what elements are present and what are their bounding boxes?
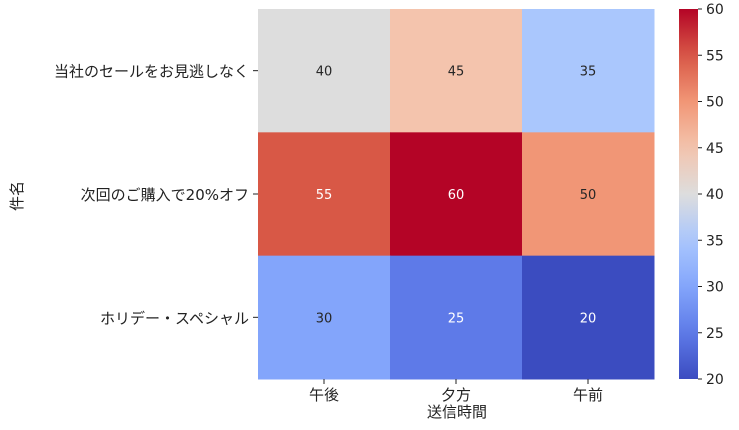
- x-axis-label: 送信時間: [427, 403, 487, 421]
- heatmap-cell: [522, 9, 655, 133]
- colorbar-tick-label: 55: [706, 48, 724, 64]
- x-tick-label: 午前: [573, 386, 603, 404]
- heatmap-cell: [390, 9, 523, 133]
- colorbar-tick-label: 60: [706, 2, 724, 18]
- colorbar-tick-label: 20: [706, 372, 724, 388]
- heatmap-cell: [258, 132, 391, 257]
- colorbar-tick-label: 40: [706, 187, 724, 203]
- cell-value-label: 55: [316, 188, 333, 203]
- heatmap-cell: [522, 255, 655, 380]
- heatmap-cell: [390, 255, 523, 380]
- cell-value-label: 50: [580, 188, 597, 203]
- heatmap-cell: [390, 132, 523, 257]
- x-axis-ticks: 午後 夕方 午前: [309, 378, 603, 404]
- heatmap-cells: [258, 9, 655, 380]
- cell-value-label: 20: [580, 311, 597, 326]
- colorbar-tick-label: 25: [706, 326, 724, 342]
- colorbar-tick-label: 50: [706, 95, 724, 111]
- cell-annotations: 40 45 35 55 60 50 30 25 20: [316, 65, 597, 327]
- cell-value-label: 30: [316, 311, 333, 326]
- x-tick-label: 午後: [309, 386, 339, 404]
- y-tick-label: 次回のご購入で20%オフ: [81, 186, 249, 204]
- cell-value-label: 60: [448, 188, 465, 203]
- y-axis-label: 件名: [8, 181, 26, 211]
- cell-value-label: 25: [448, 311, 465, 326]
- x-tick-label: 夕方: [441, 386, 471, 404]
- colorbar-tick-label: 35: [706, 233, 724, 249]
- colorbar-ticks: 20 25 30 35 40 45 50 55 60: [698, 2, 724, 388]
- heatmap-cell: [258, 255, 391, 380]
- y-tick-label: 当社のセールをお見逃しなく: [54, 63, 249, 81]
- colorbar-tick-label: 30: [706, 280, 724, 296]
- cell-value-label: 40: [316, 65, 333, 80]
- cell-value-label: 45: [448, 65, 465, 80]
- heatmap-cell: [258, 9, 391, 133]
- cell-value-label: 35: [580, 65, 597, 80]
- colorbar-tick-label: 45: [706, 141, 724, 157]
- y-tick-label: ホリデー・スペシャル: [100, 309, 249, 327]
- colorbar: [679, 9, 698, 379]
- heatmap-cell: [522, 132, 655, 257]
